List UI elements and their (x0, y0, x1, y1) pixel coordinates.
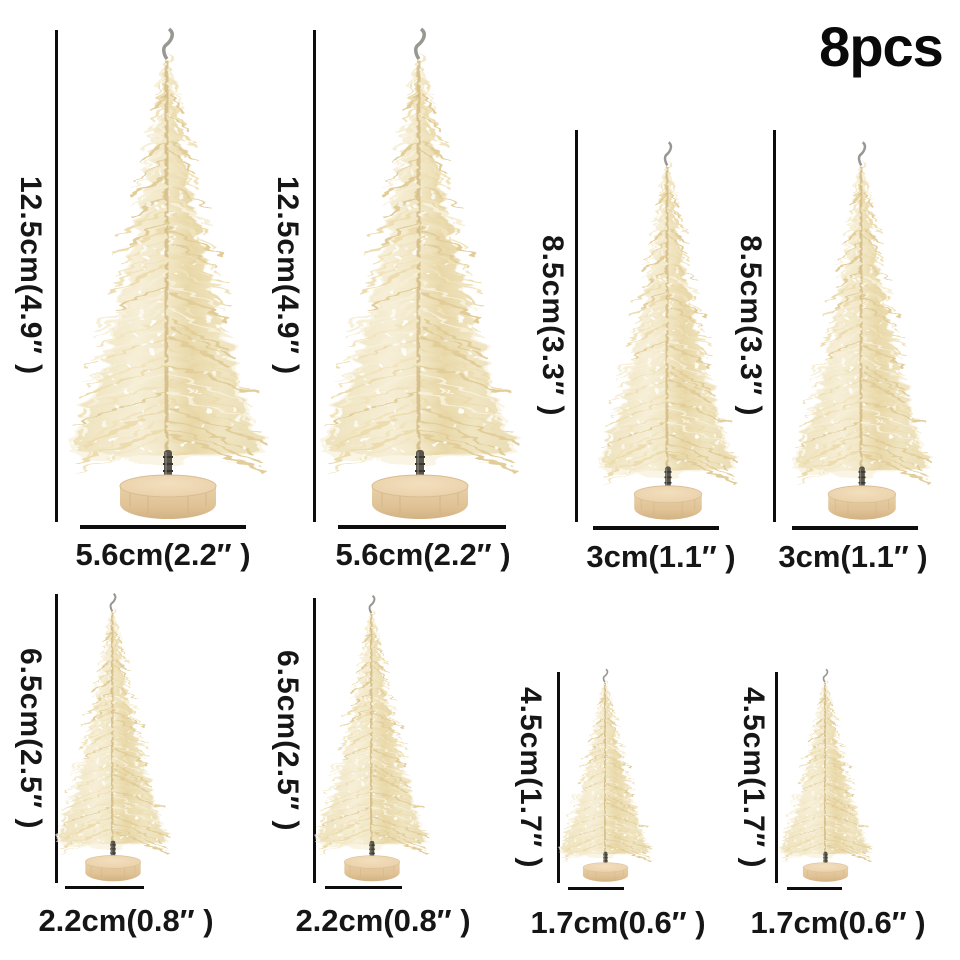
piece-count-badge: 8pcs (819, 15, 944, 78)
bottle-brush-tree-photo (304, 594, 440, 883)
height-label: 12.5cm(4.9″ ) (271, 176, 304, 376)
height-dimension-line (557, 672, 560, 883)
height-label: 8.5cm(3.3″ ) (536, 235, 569, 417)
height-label: 6.5cm(2.5″ ) (14, 647, 47, 830)
height-label: 8.5cm(3.3″ ) (734, 235, 767, 417)
width-dimension-line (80, 525, 246, 529)
width-dimension-line (792, 526, 918, 530)
bottle-brush-tree-photo (550, 668, 661, 883)
height-dimension-line (55, 30, 58, 522)
height-dimension-line (313, 30, 316, 522)
bottle-brush-tree-photo (50, 26, 286, 522)
width-label: 5.6cm(2.2″ ) (75, 537, 251, 572)
bottle-brush-tree-photo (45, 592, 181, 883)
width-label: 1.7cm(0.6″ ) (750, 905, 926, 940)
height-dimension-line (773, 130, 776, 522)
height-label: 6.5cm(2.5″ ) (271, 649, 304, 832)
bottle-brush-tree-photo (770, 668, 881, 883)
width-dimension-line (787, 887, 842, 890)
bottle-brush-tree-photo (302, 26, 538, 522)
width-label: 1.7cm(0.6″ ) (530, 905, 706, 940)
width-dimension-line (593, 526, 719, 530)
height-dimension-line (775, 672, 778, 883)
height-label: 4.5cm(1.7″ ) (737, 686, 770, 869)
height-dimension-line (313, 598, 316, 883)
width-label: 2.2cm(0.8″ ) (295, 903, 471, 938)
width-dimension-line (338, 525, 506, 529)
bottle-brush-tree-photo (779, 140, 945, 522)
height-label: 4.5cm(1.7″ ) (514, 686, 547, 869)
width-dimension-line (65, 886, 144, 889)
height-label: 12.5cm(4.9″ ) (14, 176, 47, 376)
width-label: 3cm(1.1″ ) (778, 539, 928, 574)
width-label: 5.6cm(2.2″ ) (335, 537, 511, 572)
width-dimension-line (568, 887, 624, 890)
width-label: 2.2cm(0.8″ ) (38, 903, 214, 938)
height-dimension-line (575, 130, 578, 522)
height-dimension-line (55, 594, 58, 883)
width-label: 3cm(1.1″ ) (586, 539, 736, 574)
width-dimension-line (325, 886, 402, 889)
